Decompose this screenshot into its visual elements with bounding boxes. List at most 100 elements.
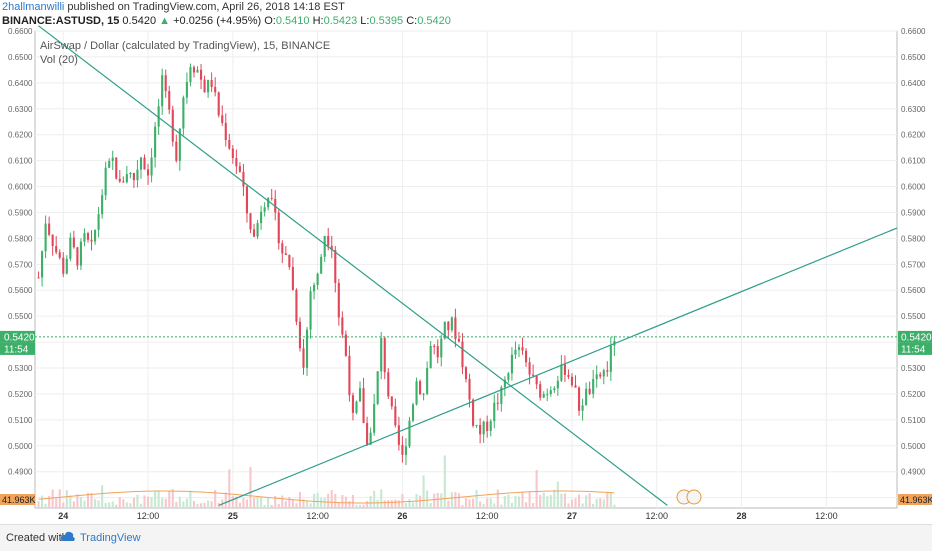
ytick-label-left: 0.5700 xyxy=(8,260,33,269)
price-chart[interactable]: 0.6600 0.6500 0.6400 0.6300 0.6200 0.6100 0.60… xyxy=(0,0,932,524)
candle-body xyxy=(316,273,319,286)
ytick-label-right: 0.5900 xyxy=(901,208,926,217)
candle-body xyxy=(457,338,460,342)
ytick-label-right: 0.5300 xyxy=(901,364,926,373)
volume-bar xyxy=(588,493,591,508)
change-value: +0.0256 (+4.95%) xyxy=(173,15,262,27)
event-marker-icon[interactable] xyxy=(686,489,702,505)
ytick-label-right: 0.4900 xyxy=(901,468,926,477)
volume-bar xyxy=(475,489,478,508)
volume-bar xyxy=(334,493,337,508)
candle-body xyxy=(334,250,337,283)
volume-bar xyxy=(157,490,160,508)
volume-bar xyxy=(302,499,305,508)
candle-body xyxy=(362,388,365,424)
volume-bar xyxy=(373,490,376,508)
footer: Created with TradingView xyxy=(0,524,932,551)
volume-bar xyxy=(284,501,287,508)
candle-body xyxy=(288,255,291,268)
candle-body xyxy=(426,367,429,394)
volume-bar xyxy=(362,504,365,508)
tradingview-link[interactable]: TradingView xyxy=(80,532,141,544)
volume-bar xyxy=(118,497,121,508)
candle-body xyxy=(475,424,478,426)
candle-body xyxy=(472,399,475,426)
volume-bar xyxy=(567,503,570,508)
candle-body xyxy=(376,371,379,404)
candle-body xyxy=(517,347,521,350)
candle-body xyxy=(284,253,287,256)
volume-bar xyxy=(383,500,386,508)
symbol-label: BINANCE:ASTUSD, 15 xyxy=(2,15,120,27)
volume-bar xyxy=(411,502,415,508)
volume-bar xyxy=(577,494,581,508)
low-label: L: xyxy=(360,15,370,27)
candle-body xyxy=(464,367,468,380)
ytick-label-right: 0.6000 xyxy=(901,183,926,192)
volume-bar xyxy=(37,501,40,508)
volume-bar xyxy=(323,497,326,508)
volume-bar xyxy=(369,495,372,508)
last-price: 0.5420 xyxy=(122,15,157,27)
volume-bar xyxy=(447,500,450,508)
candle-body xyxy=(553,388,556,391)
volume-bar xyxy=(182,501,185,508)
volume-bar xyxy=(41,495,44,508)
volume-bars xyxy=(37,455,616,508)
candle-body xyxy=(606,370,609,372)
volume-bar xyxy=(101,485,104,508)
candle-body xyxy=(157,106,160,127)
volume-bar xyxy=(528,491,531,508)
ytick-label-left: 0.6300 xyxy=(8,105,33,114)
candle-body xyxy=(93,229,97,242)
volume-bar xyxy=(556,481,559,508)
author-link[interactable]: 2hallmanwilli xyxy=(2,1,65,13)
volume-bar xyxy=(560,493,563,508)
candle-body xyxy=(44,223,47,252)
xtick-label: 12:00 xyxy=(306,511,329,521)
candle-body xyxy=(256,223,259,237)
candle-body xyxy=(86,233,90,240)
volume-bar xyxy=(517,496,521,508)
ytick-label-right: 0.5200 xyxy=(901,390,926,399)
xtick-label: 25 xyxy=(228,511,238,521)
candle-body xyxy=(238,166,241,172)
volume-bar xyxy=(376,499,379,508)
volume-bar xyxy=(553,489,556,508)
volume-bar xyxy=(549,495,552,508)
volume-bar xyxy=(178,496,181,508)
volume-bar xyxy=(58,489,61,508)
candle-body xyxy=(567,374,570,377)
candle-body xyxy=(443,321,446,339)
volume-bar xyxy=(585,495,588,508)
volume-bar xyxy=(288,497,291,508)
event-flags[interactable] xyxy=(676,489,702,505)
candle-body xyxy=(479,424,482,435)
volume-bar xyxy=(429,503,432,508)
volume-bar xyxy=(401,494,404,508)
volume-bar xyxy=(143,495,146,508)
candle-body xyxy=(570,376,574,386)
candle-body xyxy=(507,373,510,380)
candle-body xyxy=(270,197,273,199)
right-countdown-text: 11:54 xyxy=(901,344,926,355)
volume-bar xyxy=(228,469,231,508)
volume-bar xyxy=(245,499,249,508)
volume-bar xyxy=(65,490,68,508)
volume-bar xyxy=(535,470,538,508)
candle-body xyxy=(461,341,464,368)
published-text: published on TradingView.com, April 26, … xyxy=(67,1,345,13)
volume-bar xyxy=(129,503,132,508)
volume-legend: Vol (20) xyxy=(40,54,78,66)
volume-bar xyxy=(242,497,245,508)
candle-body xyxy=(111,157,114,161)
volume-bar xyxy=(493,503,496,508)
volume-bar xyxy=(274,495,277,508)
candle-body xyxy=(210,79,213,88)
candle-body xyxy=(245,186,249,214)
right-volume-text: 41.963K xyxy=(900,495,932,505)
volume-bar xyxy=(351,494,355,508)
volume-bar xyxy=(387,500,390,508)
right-volume-box xyxy=(898,494,932,505)
candle-body xyxy=(408,420,411,447)
